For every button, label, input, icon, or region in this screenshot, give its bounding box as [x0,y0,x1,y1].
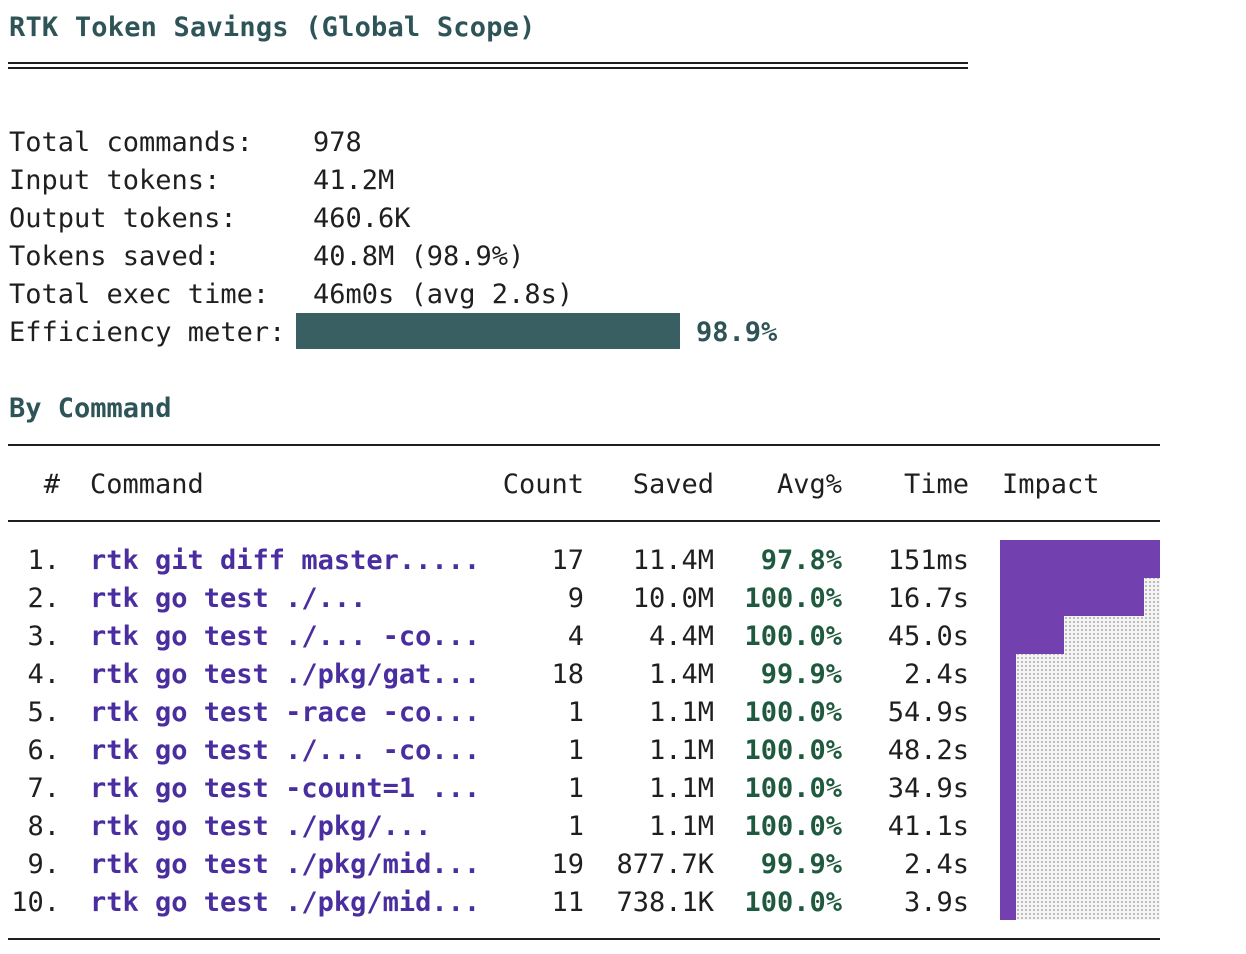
row-avg: 100.0% [744,735,842,766]
row-num: 7. [27,773,60,804]
row-command: rtk go test -race -co... [90,697,481,728]
impact-bar [1000,882,1016,920]
row-time: 151ms [887,545,969,576]
row-saved: 1.1M [648,697,714,728]
row-avg: 100.0% [744,697,842,728]
header-saved: Saved [632,469,714,500]
summary-label-total-commands: Total commands: [9,127,253,158]
row-count: 1 [567,773,584,804]
row-avg: 100.0% [744,583,842,614]
efficiency-meter-bar [296,313,680,349]
row-num: 1. [27,545,60,576]
row-count: 11 [551,887,584,918]
row-command: rtk go test ./pkg/... [90,811,432,842]
row-num: 9. [27,849,60,880]
row-time: 48.2s [887,735,969,766]
row-time: 45.0s [887,621,969,652]
row-num: 3. [27,621,60,652]
header-count: Count [502,469,584,500]
row-count: 4 [567,621,584,652]
row-num: 2. [27,583,60,614]
row-time: 41.1s [887,811,969,842]
row-saved: 1.1M [648,811,714,842]
row-saved: 10.0M [632,583,714,614]
summary-label-exec-time: Total exec time: [9,279,270,310]
header-command: Command [90,469,204,500]
row-avg: 100.0% [744,621,842,652]
row-command: rtk git diff master..... [90,545,481,576]
row-saved: 1.4M [648,659,714,690]
summary-label-output-tokens: Output tokens: [9,203,237,234]
impact-bar [1000,692,1016,730]
impact-bar [1000,844,1016,882]
row-saved: 738.1K [616,887,714,918]
impact-bar [1000,540,1160,578]
efficiency-meter-value: 98.9% [696,317,778,348]
row-avg: 100.0% [744,773,842,804]
page-title: RTK Token Savings (Global Scope) [9,12,536,43]
row-time: 16.7s [887,583,969,614]
header-num: # [43,469,60,500]
row-count: 19 [551,849,584,880]
row-num: 8. [27,811,60,842]
summary-value-total-commands: 978 [313,127,362,158]
summary-value-output-tokens: 460.6K [313,203,411,234]
row-count: 18 [551,659,584,690]
table-top-rule [8,444,1160,446]
row-num: 6. [27,735,60,766]
row-time: 54.9s [887,697,969,728]
row-command: rtk go test ./... -co... [90,621,481,652]
row-time: 34.9s [887,773,969,804]
section-title-by-command: By Command [9,393,172,424]
impact-bar [1000,578,1144,616]
row-saved: 1.1M [648,735,714,766]
row-avg: 97.8% [760,545,842,576]
row-command: rtk go test ./pkg/mid... [90,849,481,880]
impact-bar [1000,616,1064,654]
row-count: 9 [567,583,584,614]
row-saved: 11.4M [632,545,714,576]
row-count: 17 [551,545,584,576]
row-command: rtk go test ./... [90,583,367,614]
row-saved: 4.4M [648,621,714,652]
impact-bar [1000,768,1016,806]
row-avg: 99.9% [760,659,842,690]
row-time: 2.4s [903,849,969,880]
impact-column [1000,540,1160,920]
row-avg: 100.0% [744,887,842,918]
table-bottom-rule [8,938,1160,940]
summary-label-input-tokens: Input tokens: [9,165,221,196]
row-num: 5. [27,697,60,728]
header-time: Time [903,469,969,500]
summary-value-exec-time: 46m0s (avg 2.8s) [313,279,574,310]
table-header-rule [8,520,1160,522]
impact-bar [1000,654,1016,692]
row-saved: 1.1M [648,773,714,804]
efficiency-meter-label: Efficiency meter: [9,317,286,348]
impact-bar [1000,730,1016,768]
row-command: rtk go test ./... -co... [90,735,481,766]
row-count: 1 [567,697,584,728]
row-count: 1 [567,811,584,842]
row-count: 1 [567,735,584,766]
row-time: 2.4s [903,659,969,690]
row-saved: 877.7K [616,849,714,880]
row-avg: 100.0% [744,811,842,842]
row-command: rtk go test ./pkg/mid... [90,887,481,918]
row-command: rtk go test ./pkg/gat... [90,659,481,690]
row-time: 3.9s [903,887,969,918]
summary-value-tokens-saved: 40.8M (98.9%) [313,241,525,272]
header-impact: Impact [1002,469,1100,500]
title-underline [8,62,968,69]
header-avg: Avg% [776,469,842,500]
row-command: rtk go test -count=1 ... [90,773,481,804]
row-avg: 99.9% [760,849,842,880]
summary-label-tokens-saved: Tokens saved: [9,241,221,272]
row-num: 10. [11,887,60,918]
summary-value-input-tokens: 41.2M [313,165,395,196]
row-num: 4. [27,659,60,690]
impact-bar [1000,806,1016,844]
